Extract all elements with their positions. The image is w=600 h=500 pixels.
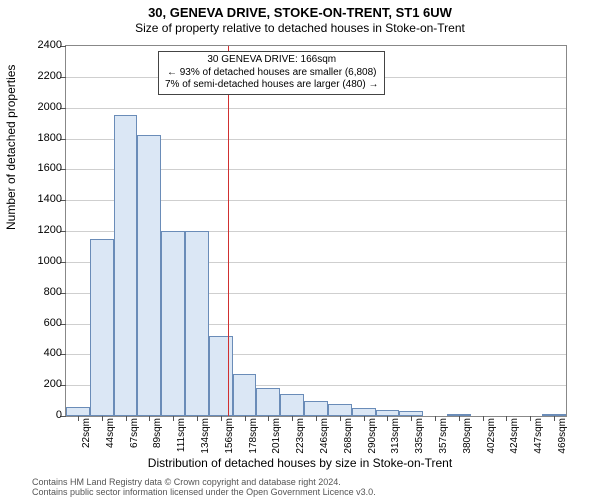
- chart-container: 30, GENEVA DRIVE, STOKE-ON-TRENT, ST1 6U…: [0, 0, 600, 500]
- y-tick-label: 400: [27, 347, 62, 359]
- x-tick-mark: [197, 416, 198, 421]
- x-tick-mark: [149, 416, 150, 421]
- x-tick-mark: [126, 416, 127, 421]
- y-tick-label: 600: [27, 317, 62, 329]
- histogram-bar: [280, 394, 304, 416]
- x-axis-label: Distribution of detached houses by size …: [0, 456, 600, 470]
- annotation-line: 30 GENEVA DRIVE: 166sqm: [165, 54, 378, 67]
- chart-title: 30, GENEVA DRIVE, STOKE-ON-TRENT, ST1 6U…: [0, 0, 600, 20]
- histogram-bar: [256, 388, 280, 416]
- x-tick-mark: [78, 416, 79, 421]
- histogram-bar: [209, 336, 233, 416]
- plot-area: 30 GENEVA DRIVE: 166sqm← 93% of detached…: [65, 45, 567, 417]
- histogram-bar: [304, 401, 328, 416]
- x-tick-mark: [292, 416, 293, 421]
- x-tick-mark: [459, 416, 460, 421]
- y-tick-label: 2000: [27, 101, 62, 113]
- footer-line1: Contains HM Land Registry data © Crown c…: [32, 477, 376, 487]
- histogram-bar: [328, 404, 352, 416]
- y-tick-label: 0: [27, 409, 62, 421]
- y-tick-label: 800: [27, 286, 62, 298]
- histogram-bar: [185, 231, 209, 416]
- x-tick-mark: [530, 416, 531, 421]
- x-tick-mark: [316, 416, 317, 421]
- x-tick-mark: [268, 416, 269, 421]
- x-tick-mark: [221, 416, 222, 421]
- histogram-bar: [137, 135, 161, 416]
- chart-subtitle: Size of property relative to detached ho…: [0, 20, 600, 35]
- x-tick-mark: [483, 416, 484, 421]
- reference-line: [228, 46, 229, 416]
- footer-attribution: Contains HM Land Registry data © Crown c…: [32, 477, 376, 498]
- y-tick-label: 1000: [27, 255, 62, 267]
- x-tick-mark: [387, 416, 388, 421]
- annotation-box: 30 GENEVA DRIVE: 166sqm← 93% of detached…: [158, 51, 385, 95]
- y-axis-label: Number of detached properties: [4, 65, 18, 230]
- footer-line2: Contains public sector information licen…: [32, 487, 376, 497]
- y-tick-label: 1400: [27, 193, 62, 205]
- histogram-bar: [352, 408, 376, 416]
- y-tick-label: 1200: [27, 224, 62, 236]
- grid-line: [66, 108, 566, 109]
- histogram-bar: [161, 231, 185, 416]
- x-tick-mark: [102, 416, 103, 421]
- y-tick-label: 2200: [27, 70, 62, 82]
- x-tick-mark: [364, 416, 365, 421]
- x-tick-mark: [173, 416, 174, 421]
- y-tick-label: 1600: [27, 162, 62, 174]
- histogram-bar: [114, 115, 138, 416]
- x-tick-mark: [411, 416, 412, 421]
- x-tick-mark: [340, 416, 341, 421]
- histogram-bar: [233, 374, 257, 416]
- x-tick-mark: [554, 416, 555, 421]
- y-tick-label: 1800: [27, 132, 62, 144]
- annotation-line: ← 93% of detached houses are smaller (6,…: [165, 67, 378, 80]
- x-tick-mark: [506, 416, 507, 421]
- histogram-bar: [90, 239, 114, 416]
- annotation-line: 7% of semi-detached houses are larger (4…: [165, 79, 378, 92]
- y-tick-label: 200: [27, 378, 62, 390]
- y-tick-label: 2400: [27, 39, 62, 51]
- x-tick-mark: [245, 416, 246, 421]
- histogram-bar: [66, 407, 90, 416]
- x-tick-mark: [435, 416, 436, 421]
